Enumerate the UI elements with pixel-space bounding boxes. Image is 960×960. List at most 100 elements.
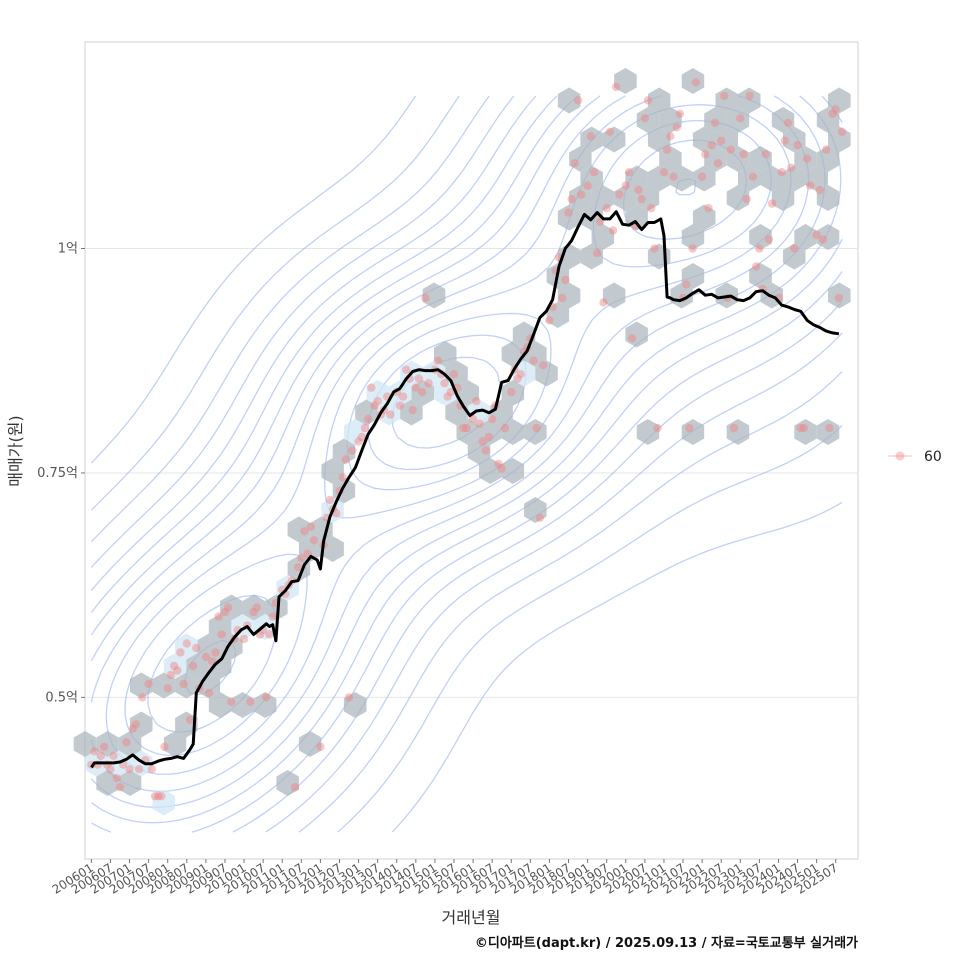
data-point [176, 648, 185, 657]
data-point [497, 464, 506, 473]
hexbin-cell [828, 87, 851, 114]
hexbin-cell [186, 653, 209, 679]
data-point [764, 235, 774, 244]
data-point [112, 774, 122, 783]
data-point [815, 185, 824, 195]
hexbin-cell [524, 419, 547, 445]
hexbin-cell [771, 107, 795, 133]
moving-average-layer [90, 210, 840, 769]
data-point [421, 293, 430, 303]
data-point [507, 387, 516, 397]
hexbin-cell [175, 672, 198, 699]
data-point [793, 141, 802, 150]
data-point [147, 765, 156, 774]
data-point [341, 455, 350, 464]
density-contour-line [90, 95, 826, 792]
hexbin-cell [816, 146, 840, 172]
data-point [806, 181, 815, 190]
data-point [373, 396, 382, 406]
hexbin-cell [479, 458, 502, 484]
data-point [570, 159, 580, 168]
hexbin-cell [422, 282, 446, 309]
data-point [109, 751, 118, 760]
density-contour-line [90, 95, 843, 833]
hexbin-cell [467, 399, 491, 426]
data-point [802, 154, 812, 163]
density-contour-line [90, 95, 843, 833]
hexbin-cell [692, 126, 716, 153]
data-point [115, 783, 125, 792]
data-point [348, 446, 357, 455]
data-point [710, 118, 720, 128]
data-point [513, 374, 522, 383]
hexbin-cell [276, 770, 299, 796]
hexbin-cell [816, 185, 840, 211]
hexbin-cell [130, 672, 153, 699]
data-point [128, 724, 137, 733]
data-point [558, 293, 567, 303]
data-point [761, 150, 770, 159]
hexbin-cell [434, 380, 457, 406]
hexbin-cell [422, 360, 446, 387]
data-point [742, 194, 751, 204]
hexbin-cell [524, 497, 547, 523]
data-point [599, 298, 608, 307]
data-point [783, 118, 793, 128]
data-point [408, 405, 417, 415]
data-point [154, 792, 163, 801]
data-point [122, 738, 131, 747]
data-point [449, 370, 459, 379]
data-point [828, 109, 837, 119]
hexbin-cell [175, 711, 198, 738]
data-point [478, 437, 487, 446]
data-point [169, 661, 179, 671]
hexbin-cell [152, 789, 176, 816]
hexbin-cell [659, 146, 682, 172]
data-point [125, 765, 134, 774]
density-contour-line [90, 95, 843, 833]
hexbin-cell [749, 224, 772, 250]
density-contour-line [90, 95, 843, 824]
y-tick-label: 1억 [58, 241, 78, 256]
data-point [577, 190, 586, 199]
data-point [739, 150, 748, 159]
data-point [325, 495, 335, 505]
data-point [790, 244, 799, 253]
data-point [688, 244, 697, 253]
hexbin-cell [580, 243, 603, 270]
data-point [701, 150, 710, 159]
hexbin-cell [726, 146, 750, 172]
data-point [211, 648, 220, 657]
data-point [672, 123, 681, 132]
hexbin-cell [816, 107, 840, 133]
hexbin-cell [355, 399, 378, 426]
data-point [780, 136, 789, 145]
hexbin-cell [343, 692, 367, 718]
data-point [418, 387, 427, 397]
data-point [443, 392, 452, 401]
hexbin-cell [298, 731, 322, 757]
data-point [755, 244, 764, 253]
hexbin-cell [321, 536, 344, 562]
data-point [612, 82, 621, 92]
hexbin-cell [681, 224, 705, 250]
hexbin-cell [625, 165, 648, 192]
hexbin-cell [220, 594, 243, 621]
density-contour-line [90, 95, 842, 808]
hexbin-cell [704, 146, 727, 172]
data-point [602, 203, 611, 213]
hexbin-cell [591, 185, 615, 211]
data-point [729, 423, 739, 433]
data-point [634, 185, 643, 195]
hexbin-cell [738, 87, 761, 114]
data-point [707, 141, 716, 150]
data-point [647, 203, 656, 213]
data-point [192, 643, 201, 653]
moving-average-line [90, 210, 840, 769]
hexbin-cell [231, 692, 254, 718]
hexbin-cell [332, 438, 356, 465]
data-point [395, 401, 405, 410]
hexbin-cell [118, 770, 142, 796]
hexbin-cell [794, 419, 817, 445]
data-point [748, 172, 758, 181]
